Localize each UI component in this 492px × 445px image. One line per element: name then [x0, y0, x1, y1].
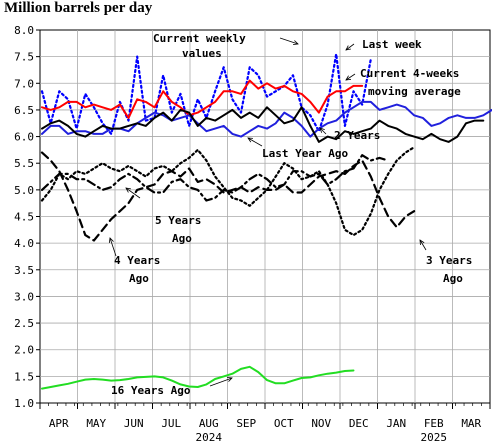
annotation-arrow: [125, 187, 141, 199]
series-lines: [40, 52, 492, 390]
series-line-current-weekly-values: [40, 52, 372, 135]
x-tick-label: APR: [49, 417, 69, 430]
y-tick-label: 1.5: [14, 370, 34, 383]
x-tick-label: JUL: [161, 417, 181, 430]
x-tick-label: AUG: [199, 417, 219, 430]
x-tick-label: MAR: [461, 417, 481, 430]
x-tick-label: JAN: [386, 417, 406, 430]
y-tick-label: 7.0: [14, 77, 34, 90]
y-tick-label: 4.5: [14, 211, 34, 224]
annotation-three-years-2: Ago: [443, 272, 463, 285]
y-tick-label: 5.5: [14, 157, 34, 170]
annotation-arrow: [109, 237, 117, 257]
annotation-arrow: [345, 43, 355, 51]
annotation-arrow: [419, 239, 427, 251]
y-tick-label: 3.5: [14, 264, 34, 277]
annotations: Current weekly values Last week Current …: [111, 32, 472, 397]
annotation-sixteen-years: 16 Years Ago: [111, 384, 191, 397]
annotation-arrowhead: [345, 75, 352, 81]
y-tick-label: 6.5: [14, 104, 34, 117]
annotation-arrowhead: [292, 40, 299, 46]
annotation-arrowhead: [226, 377, 233, 382]
series-line-2-years-ago: [41, 106, 485, 143]
x-axis-ticks: APR MAY JUN JUL AUG SEP OCT NOV DEC JAN FEB MAR 2024…: [39, 403, 491, 444]
annotation-arrowhead: [319, 127, 325, 133]
y-tick-label: 3.0: [14, 290, 34, 303]
x-tick-label: MAY: [86, 417, 106, 430]
annotation-arrowhead: [125, 187, 131, 193]
x-year-label: 2024: [196, 431, 223, 444]
annotation-weekly-2: values: [182, 47, 222, 60]
y-tick-label: 7.5: [14, 51, 34, 64]
annotation-arrow: [209, 377, 233, 387]
annotation-last-week: Last week: [362, 38, 422, 51]
annotation-arrowhead: [345, 45, 351, 51]
unit-label: Million barrels per day: [4, 0, 153, 16]
x-tick-label: FEB: [424, 417, 444, 430]
annotation-three-years-1: 3 Years: [426, 254, 472, 267]
annotation-two-years: 2 Years: [334, 129, 380, 142]
y-tick-label: 2.0: [14, 344, 34, 357]
annotation-arrow: [345, 73, 356, 81]
series-line-16-years-ago: [41, 365, 355, 390]
y-tick-label: 5.0: [14, 184, 34, 197]
x-tick-label: SEP: [236, 417, 256, 430]
y-tick-label: 8.0: [14, 24, 34, 37]
x-tick-label: OCT: [274, 417, 294, 430]
y-axis-ticks: 8.0 7.5 7.0 6.5 6.0 5.5 5.0 4.5 4.0 3.5 3.0 2.5 2.0 1…: [14, 24, 40, 410]
y-tick-label: 2.5: [14, 317, 34, 330]
annotation-arrowhead: [247, 137, 254, 143]
y-tick-label: 1.0: [14, 397, 34, 410]
x-tick-label: NOV: [311, 417, 331, 430]
series-line-3-years-ago: [40, 146, 416, 237]
annotation-last-year: Last Year Ago: [262, 147, 348, 160]
annotation-five-years-2: Ago: [172, 232, 192, 245]
y-tick-label: 6.0: [14, 131, 34, 144]
annotation-avg-2: moving average: [368, 85, 461, 98]
annotation-arrowhead: [108, 237, 114, 244]
series-line-5-years-ago: [40, 154, 390, 202]
y-tick-label: 4.0: [14, 237, 34, 250]
annotation-arrow: [319, 127, 327, 135]
annotation-arrow: [247, 137, 263, 147]
annotation-weekly-1: Current weekly: [153, 32, 246, 45]
annotation-avg-1: Current 4-weeks: [360, 67, 459, 80]
x-year-label: 2025: [421, 431, 448, 444]
x-tick-label: DEC: [349, 417, 369, 430]
annotation-arrowhead: [419, 239, 425, 246]
x-tick-label: JUN: [124, 417, 144, 430]
annotation-five-years-1: 5 Years: [155, 214, 201, 227]
annotation-arrows: [108, 37, 427, 387]
annotation-four-years-1: 4 Years: [114, 254, 160, 267]
series-line-current-4-weeks-moving-average: [41, 79, 364, 119]
series-line-4-years-ago: [40, 151, 416, 242]
annotation-four-years-2: Ago: [129, 272, 149, 285]
annotation-arrow: [279, 37, 299, 45]
